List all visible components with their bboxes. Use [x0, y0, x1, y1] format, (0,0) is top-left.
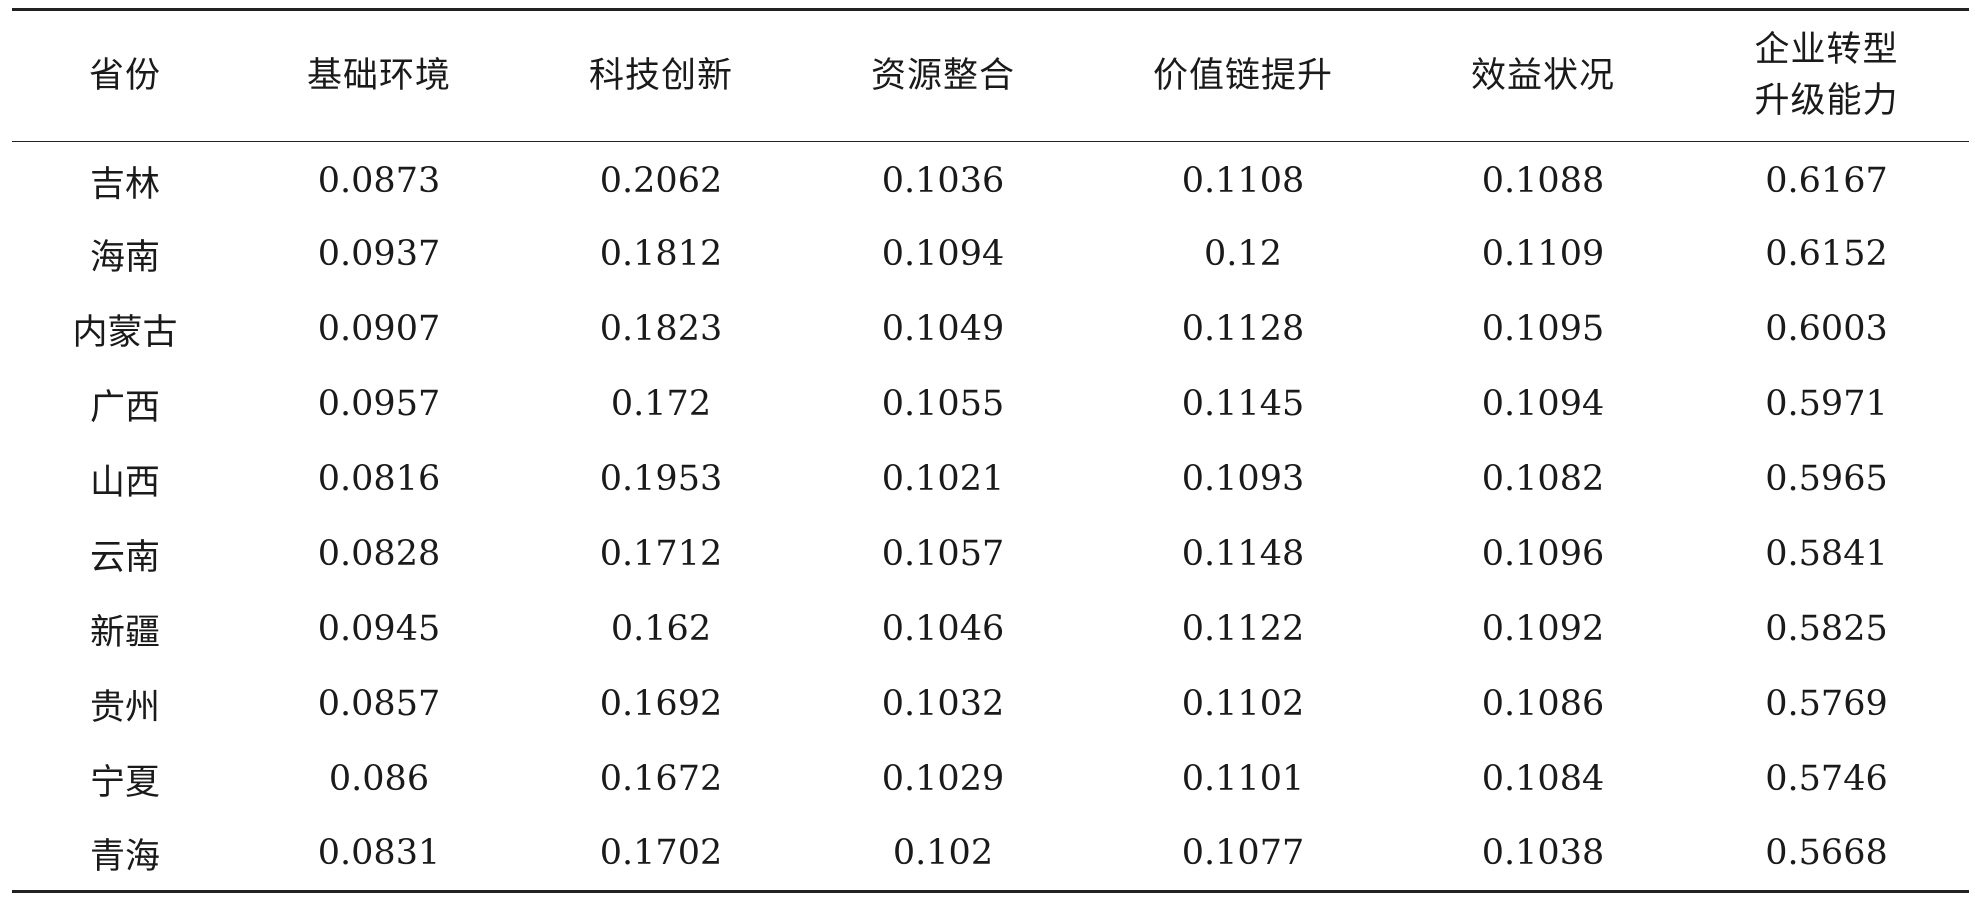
table-row: 青海 0.0831 0.1702 0.102 0.1077 0.1038 0.5668 [12, 816, 1969, 893]
table-header: 省份 基础环境 科技创新 资源整合 价值链提升 效益状况 企业转型 升级能力 [12, 8, 1969, 142]
province-cell: 宁夏 [89, 762, 160, 803]
value-cell: 0.1094 [1481, 384, 1605, 424]
value-cell: 0.1057 [881, 534, 1005, 574]
value-cell: 0.1077 [1084, 816, 1402, 893]
value-cell: 0.1109 [1481, 234, 1605, 274]
table-row: 内蒙古 0.0907 0.1823 0.1049 0.1128 0.1095 0.6003 [12, 292, 1969, 367]
province-cell: 内蒙古 [72, 312, 178, 353]
header-province: 省份 [12, 8, 238, 142]
value-cell: 0.0945 [317, 609, 441, 649]
value-cell: 0.1953 [599, 459, 723, 499]
value-cell: 0.1128 [1181, 309, 1305, 349]
value-cell: 0.1038 [1402, 816, 1684, 893]
value-cell: 0.1094 [881, 234, 1005, 274]
header-row: 省份 基础环境 科技创新 资源整合 价值链提升 效益状况 企业转型 升级能力 [12, 8, 1969, 142]
value-cell: 0.1692 [599, 684, 723, 724]
value-cell: 0.1032 [881, 684, 1005, 724]
table-row: 贵州 0.0857 0.1692 0.1032 0.1102 0.1086 0.5769 [12, 667, 1969, 742]
data-table: 省份 基础环境 科技创新 资源整合 价值链提升 效益状况 企业转型 升级能力 吉林 0.087… [12, 8, 1969, 893]
province-cell: 青海 [12, 816, 238, 893]
table-row: 山西 0.0816 0.1953 0.1021 0.1093 0.1082 0.5965 [12, 442, 1969, 517]
value-cell: 0.162 [610, 609, 712, 649]
value-cell: 0.0873 [317, 161, 441, 202]
value-cell: 0.1092 [1481, 609, 1605, 649]
table-row: 吉林 0.0873 0.2062 0.1036 0.1108 0.1088 0.6167 [12, 142, 1969, 217]
value-cell: 0.1145 [1181, 384, 1305, 424]
table-row: 广西 0.0957 0.172 0.1055 0.1145 0.1094 0.5971 [12, 367, 1969, 442]
value-cell: 0.0831 [238, 816, 520, 893]
header-resource-integration: 资源整合 [802, 8, 1084, 142]
value-cell: 0.1712 [599, 534, 723, 574]
province-cell: 云南 [89, 537, 160, 578]
province-cell: 山西 [89, 462, 160, 503]
value-cell: 0.1823 [599, 309, 723, 349]
table-row: 海南 0.0937 0.1812 0.1094 0.12 0.1109 0.6152 [12, 217, 1969, 292]
province-cell: 新疆 [89, 612, 160, 653]
value-cell: 0.086 [328, 759, 430, 799]
value-cell: 0.1046 [881, 609, 1005, 649]
value-cell: 0.5841 [1765, 534, 1888, 574]
value-cell: 0.0937 [317, 234, 441, 274]
value-cell: 0.12 [1204, 234, 1282, 274]
value-cell: 0.1702 [520, 816, 802, 893]
value-cell: 0.5971 [1765, 384, 1888, 424]
table-body: 吉林 0.0873 0.2062 0.1036 0.1108 0.1088 0.6167 海南… [12, 142, 1969, 893]
value-cell: 0.0857 [317, 684, 441, 724]
value-cell: 0.1122 [1181, 609, 1305, 649]
value-cell: 0.1086 [1481, 684, 1605, 724]
header-infrastructure: 基础环境 [238, 8, 520, 142]
value-cell: 0.1021 [881, 459, 1005, 499]
value-cell: 0.5746 [1765, 759, 1888, 799]
value-cell: 0.1672 [599, 759, 723, 799]
value-cell: 0.1093 [1181, 459, 1305, 499]
header-value-chain: 价值链提升 [1084, 8, 1402, 142]
value-cell: 0.1095 [1481, 309, 1605, 349]
value-cell: 0.1055 [881, 384, 1005, 424]
header-tech-innovation: 科技创新 [520, 8, 802, 142]
value-cell: 0.0957 [317, 384, 441, 424]
table-row: 宁夏 0.086 0.1672 0.1029 0.1101 0.1084 0.5746 [12, 742, 1969, 817]
value-cell: 0.1101 [1181, 759, 1305, 799]
header-benefit: 效益状况 [1402, 8, 1684, 142]
province-cell: 贵州 [89, 687, 160, 728]
value-cell: 0.1148 [1181, 534, 1305, 574]
table-row: 云南 0.0828 0.1712 0.1057 0.1148 0.1096 0.5841 [12, 517, 1969, 592]
value-cell: 0.1088 [1481, 161, 1605, 202]
value-cell: 0.1812 [599, 234, 723, 274]
value-cell: 0.0816 [317, 459, 441, 499]
value-cell: 0.102 [802, 816, 1084, 893]
value-cell: 0.5769 [1765, 684, 1888, 724]
province-cell: 吉林 [89, 164, 160, 205]
table-row: 新疆 0.0945 0.162 0.1046 0.1122 0.1092 0.5825 [12, 592, 1969, 667]
value-cell: 0.1084 [1481, 759, 1605, 799]
header-transformation-capacity: 企业转型 升级能力 [1684, 8, 1969, 142]
province-cell: 海南 [89, 237, 160, 278]
value-cell: 0.172 [610, 384, 712, 424]
value-cell: 0.1096 [1481, 534, 1605, 574]
value-cell: 0.6167 [1765, 161, 1888, 202]
value-cell: 0.1049 [881, 309, 1005, 349]
value-cell: 0.1036 [881, 161, 1005, 202]
province-cell: 广西 [89, 387, 160, 428]
value-cell: 0.1029 [881, 759, 1005, 799]
value-cell: 0.5668 [1684, 816, 1969, 893]
value-cell: 0.6003 [1765, 309, 1888, 349]
value-cell: 0.1082 [1481, 459, 1605, 499]
value-cell: 0.1108 [1181, 161, 1305, 202]
value-cell: 0.1102 [1181, 684, 1305, 724]
value-cell: 0.0907 [317, 309, 441, 349]
value-cell: 0.0828 [317, 534, 441, 574]
value-cell: 0.5965 [1765, 459, 1888, 499]
value-cell: 0.2062 [599, 161, 723, 202]
value-cell: 0.6152 [1765, 234, 1888, 274]
value-cell: 0.5825 [1765, 609, 1888, 649]
